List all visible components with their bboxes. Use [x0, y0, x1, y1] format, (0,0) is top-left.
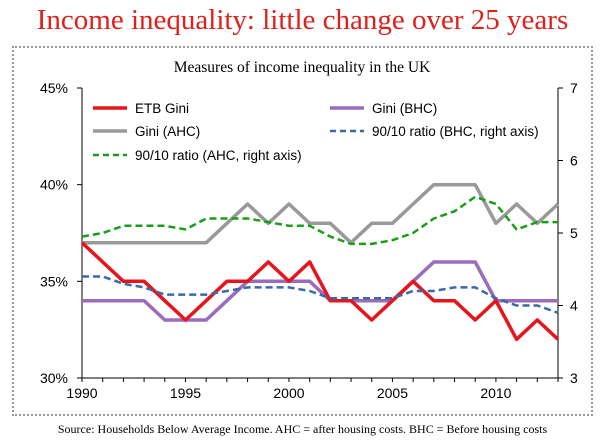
series-line-90-10-ratio-ahc-right-axis — [81, 195, 558, 246]
y-right-tick-label: 3 — [570, 370, 578, 386]
legend-label: Gini (BHC) — [372, 101, 437, 116]
legend: ETB Gini Gini (BHC) Gini (AHC) 90/10 ratio … — [93, 101, 539, 163]
y-right-tick-label: 5 — [570, 225, 578, 241]
y-left-tick-label: 30% — [40, 370, 68, 386]
x-tick-label: 2000 — [273, 385, 304, 401]
source-note: Source: Households Below Average Income.… — [57, 422, 548, 436]
series-line-90-10-ratio-bhc-right-axis — [82, 275, 559, 314]
series-line-etb-gini — [80, 241, 560, 342]
chart-title: Measures of income inequality in the UK — [174, 59, 431, 76]
axes: 30% 35% 40% 45% 3 4 5 6 7 1990 1995 2000 2005 2010 — [40, 80, 578, 401]
legend-label: ETB Gini — [135, 101, 189, 116]
legend-label: Gini (AHC) — [135, 124, 200, 139]
y-left-tick-label: 40% — [40, 177, 68, 193]
y-right-tick-label: 6 — [570, 153, 578, 169]
legend-label: 90/10 ratio (AHC, right axis) — [135, 148, 302, 163]
series-lines — [80, 182, 560, 342]
y-left-tick-label: 35% — [40, 273, 68, 289]
y-right-tick-label: 4 — [570, 298, 578, 314]
series-line-gini-bhc — [82, 260, 558, 322]
series-line-gini-ahc — [82, 182, 560, 245]
legend-label: 90/10 ratio (BHC, right axis) — [372, 124, 539, 139]
page-title: Income inequality: little change over 25… — [36, 4, 569, 36]
x-tick-label: 2010 — [480, 385, 511, 401]
x-tick-label: 1995 — [170, 385, 201, 401]
chart-frame — [12, 46, 593, 416]
x-tick-label: 2005 — [377, 385, 408, 401]
y-right-tick-label: 7 — [570, 80, 578, 96]
x-tick-label: 1990 — [66, 385, 97, 401]
y-left-tick-label: 45% — [40, 80, 68, 96]
